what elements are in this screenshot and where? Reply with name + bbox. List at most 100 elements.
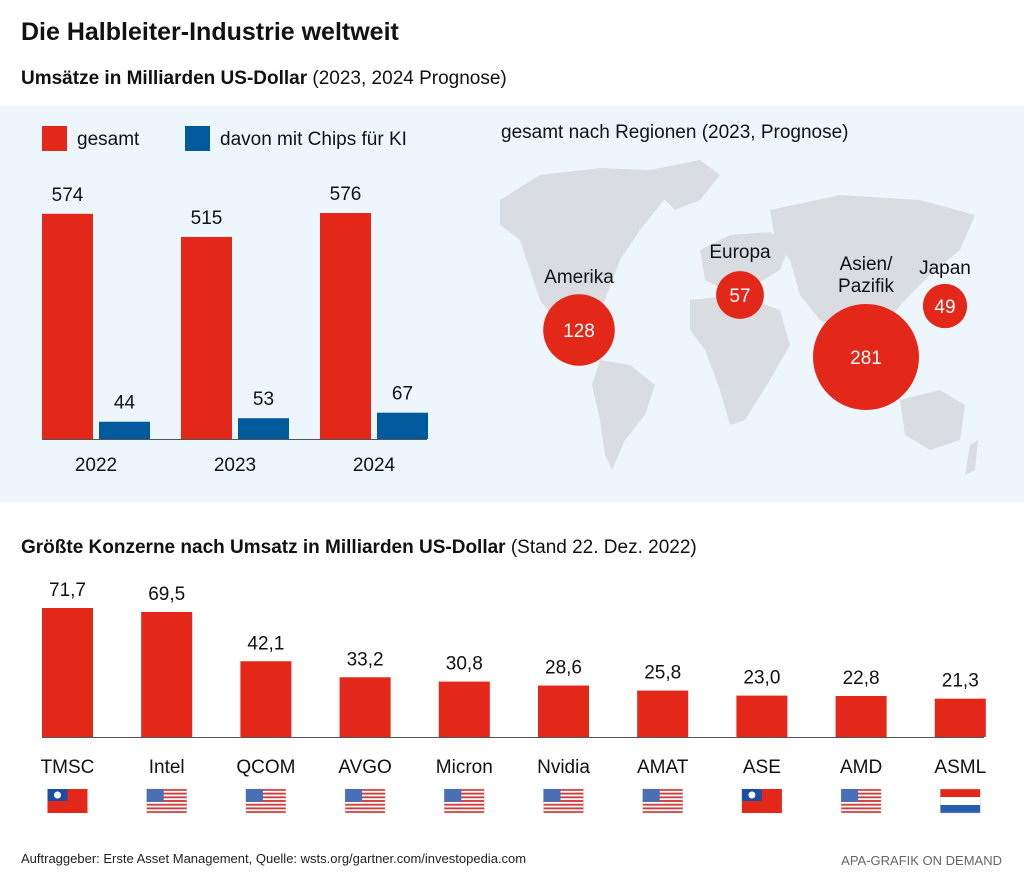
continent-europe bbox=[700, 232, 790, 290]
bar-value-label: 69,5 bbox=[148, 584, 185, 605]
bubble-value: 281 bbox=[850, 348, 882, 369]
flag-stripe bbox=[345, 803, 386, 806]
bubble-value: 49 bbox=[934, 297, 955, 318]
flag-stripe bbox=[642, 811, 683, 813]
legend-swatch-gesamt bbox=[42, 126, 67, 151]
flag-stripe-blue bbox=[940, 805, 981, 813]
bubble-europa bbox=[716, 271, 764, 319]
flag-stripe bbox=[444, 789, 485, 791]
bar-value-label: 28,6 bbox=[545, 658, 582, 679]
flag-usa-icon bbox=[146, 788, 187, 814]
x-tick-label: 2023 bbox=[214, 455, 256, 476]
bar-value-label: 515 bbox=[191, 208, 223, 229]
subtitle-rest: (2023, 2024 Prognose) bbox=[307, 68, 507, 89]
bar-value-label: 574 bbox=[52, 185, 84, 206]
bar-asml bbox=[934, 698, 986, 737]
flag-stripe bbox=[245, 800, 286, 802]
bar-ase bbox=[736, 695, 788, 737]
flag-usa-icon bbox=[543, 788, 584, 814]
flag-stripe bbox=[642, 803, 683, 806]
bar-value-label: 53 bbox=[253, 389, 274, 410]
flag-usa-icon bbox=[642, 788, 683, 814]
bubble-label: Pazifik bbox=[838, 276, 894, 297]
flag-stripe bbox=[345, 800, 386, 802]
bar-amat bbox=[637, 690, 689, 737]
bar-ki-2023 bbox=[238, 418, 289, 439]
bar-ki-2022 bbox=[99, 421, 150, 439]
bubble-label: Amerika bbox=[544, 267, 614, 288]
flag-stripe bbox=[543, 800, 584, 802]
companies-title: Größte Konzerne nach Umsatz in Milliarde… bbox=[21, 537, 697, 559]
bar-value-label: 42,1 bbox=[247, 633, 284, 654]
flag-stripe bbox=[543, 803, 584, 806]
flag-stripe bbox=[146, 789, 187, 791]
flag-stripe bbox=[841, 803, 882, 806]
flag-usa-icon bbox=[344, 788, 386, 814]
flag-stripe bbox=[146, 800, 187, 802]
flag-stripe bbox=[444, 803, 485, 806]
world-map bbox=[500, 160, 978, 475]
flag-stripe bbox=[444, 792, 485, 795]
flag-canton bbox=[245, 789, 263, 802]
bar-nvidia bbox=[538, 685, 589, 737]
flag-stripe bbox=[841, 800, 882, 802]
continent-australia bbox=[900, 390, 965, 450]
bar-value-label: 33,2 bbox=[347, 649, 384, 670]
company-label: ASE bbox=[743, 757, 781, 778]
company-label: QCOM bbox=[236, 757, 295, 778]
flag-taiwan-icon bbox=[47, 789, 88, 813]
continent-north-america bbox=[500, 168, 680, 360]
bar-value-label: 30,8 bbox=[446, 654, 483, 675]
revenue-bar-chart: gesamt davon mit Chips für KI 574 44 2022 515… bbox=[42, 126, 428, 476]
flag-stripe bbox=[345, 792, 386, 795]
bar-intel bbox=[141, 611, 193, 737]
flag-stripe bbox=[146, 803, 187, 806]
flag-stripe bbox=[543, 792, 584, 795]
bar-value-label: 576 bbox=[330, 184, 362, 205]
flag-stripe bbox=[642, 807, 683, 810]
flag-stripe-red bbox=[940, 789, 981, 797]
flag-stripe bbox=[543, 807, 584, 810]
flag-netherlands-icon bbox=[940, 788, 981, 814]
legend-label-ki: davon mit Chips für KI bbox=[220, 129, 407, 150]
flag-stripe bbox=[841, 811, 882, 813]
flag-usa-icon bbox=[444, 788, 485, 814]
company-label: Intel bbox=[149, 757, 185, 778]
bar-value-label: 67 bbox=[392, 384, 413, 405]
bar-avgo bbox=[339, 677, 391, 737]
flag-sun bbox=[748, 791, 756, 799]
flag-stripe bbox=[245, 803, 286, 806]
subtitle: Umsätze in Milliarden US-Dollar (2023, 2… bbox=[21, 68, 507, 90]
flag-stripe-white bbox=[940, 797, 981, 805]
bar-amd bbox=[835, 695, 887, 737]
bar-qcom bbox=[240, 661, 292, 737]
company-label: AMD bbox=[840, 757, 882, 778]
continent-africa bbox=[690, 295, 790, 425]
subtitle-bold: Umsätze in Milliarden US-Dollar bbox=[21, 68, 308, 89]
region-bubbles: gesamt nach Regionen (2023, Prognose) 128… bbox=[501, 122, 971, 410]
companies-bar-chart: 71,7 TMSC 69,5 Intel 42,1 QCOM 33,2 AVGO 30,8 Mic… bbox=[41, 580, 986, 814]
flag-stripe bbox=[444, 796, 485, 799]
flag-canton bbox=[841, 789, 859, 802]
top-panel: gesamt davon mit Chips für KI 574 44 2022 515… bbox=[0, 106, 1024, 502]
continent-asia bbox=[770, 195, 975, 335]
continent-new-zealand bbox=[965, 440, 978, 475]
x-tick-label: 2024 bbox=[353, 455, 396, 476]
flag-stripe bbox=[245, 811, 286, 813]
legend-label-gesamt: gesamt bbox=[77, 129, 140, 150]
flag-stripe bbox=[642, 792, 683, 795]
bar-tmsc bbox=[42, 608, 93, 737]
bar-value-label: 71,7 bbox=[49, 580, 86, 601]
map-title: gesamt nach Regionen (2023, Prognose) bbox=[501, 122, 849, 143]
companies-title-rest: (Stand 22. Dez. 2022) bbox=[505, 537, 697, 558]
flag-stripe bbox=[245, 792, 286, 795]
bubble-value: 57 bbox=[729, 286, 750, 307]
source-note: Auftraggeber: Erste Asset Management, Qu… bbox=[21, 851, 527, 866]
flag-stripe bbox=[841, 792, 882, 795]
bar-gesamt-2022 bbox=[42, 213, 93, 439]
x-tick-label: 2022 bbox=[75, 455, 117, 476]
company-label: Nvidia bbox=[537, 757, 590, 778]
flag-stripe bbox=[444, 811, 485, 813]
bubble-japan bbox=[922, 283, 968, 329]
flag-canton bbox=[146, 789, 164, 802]
